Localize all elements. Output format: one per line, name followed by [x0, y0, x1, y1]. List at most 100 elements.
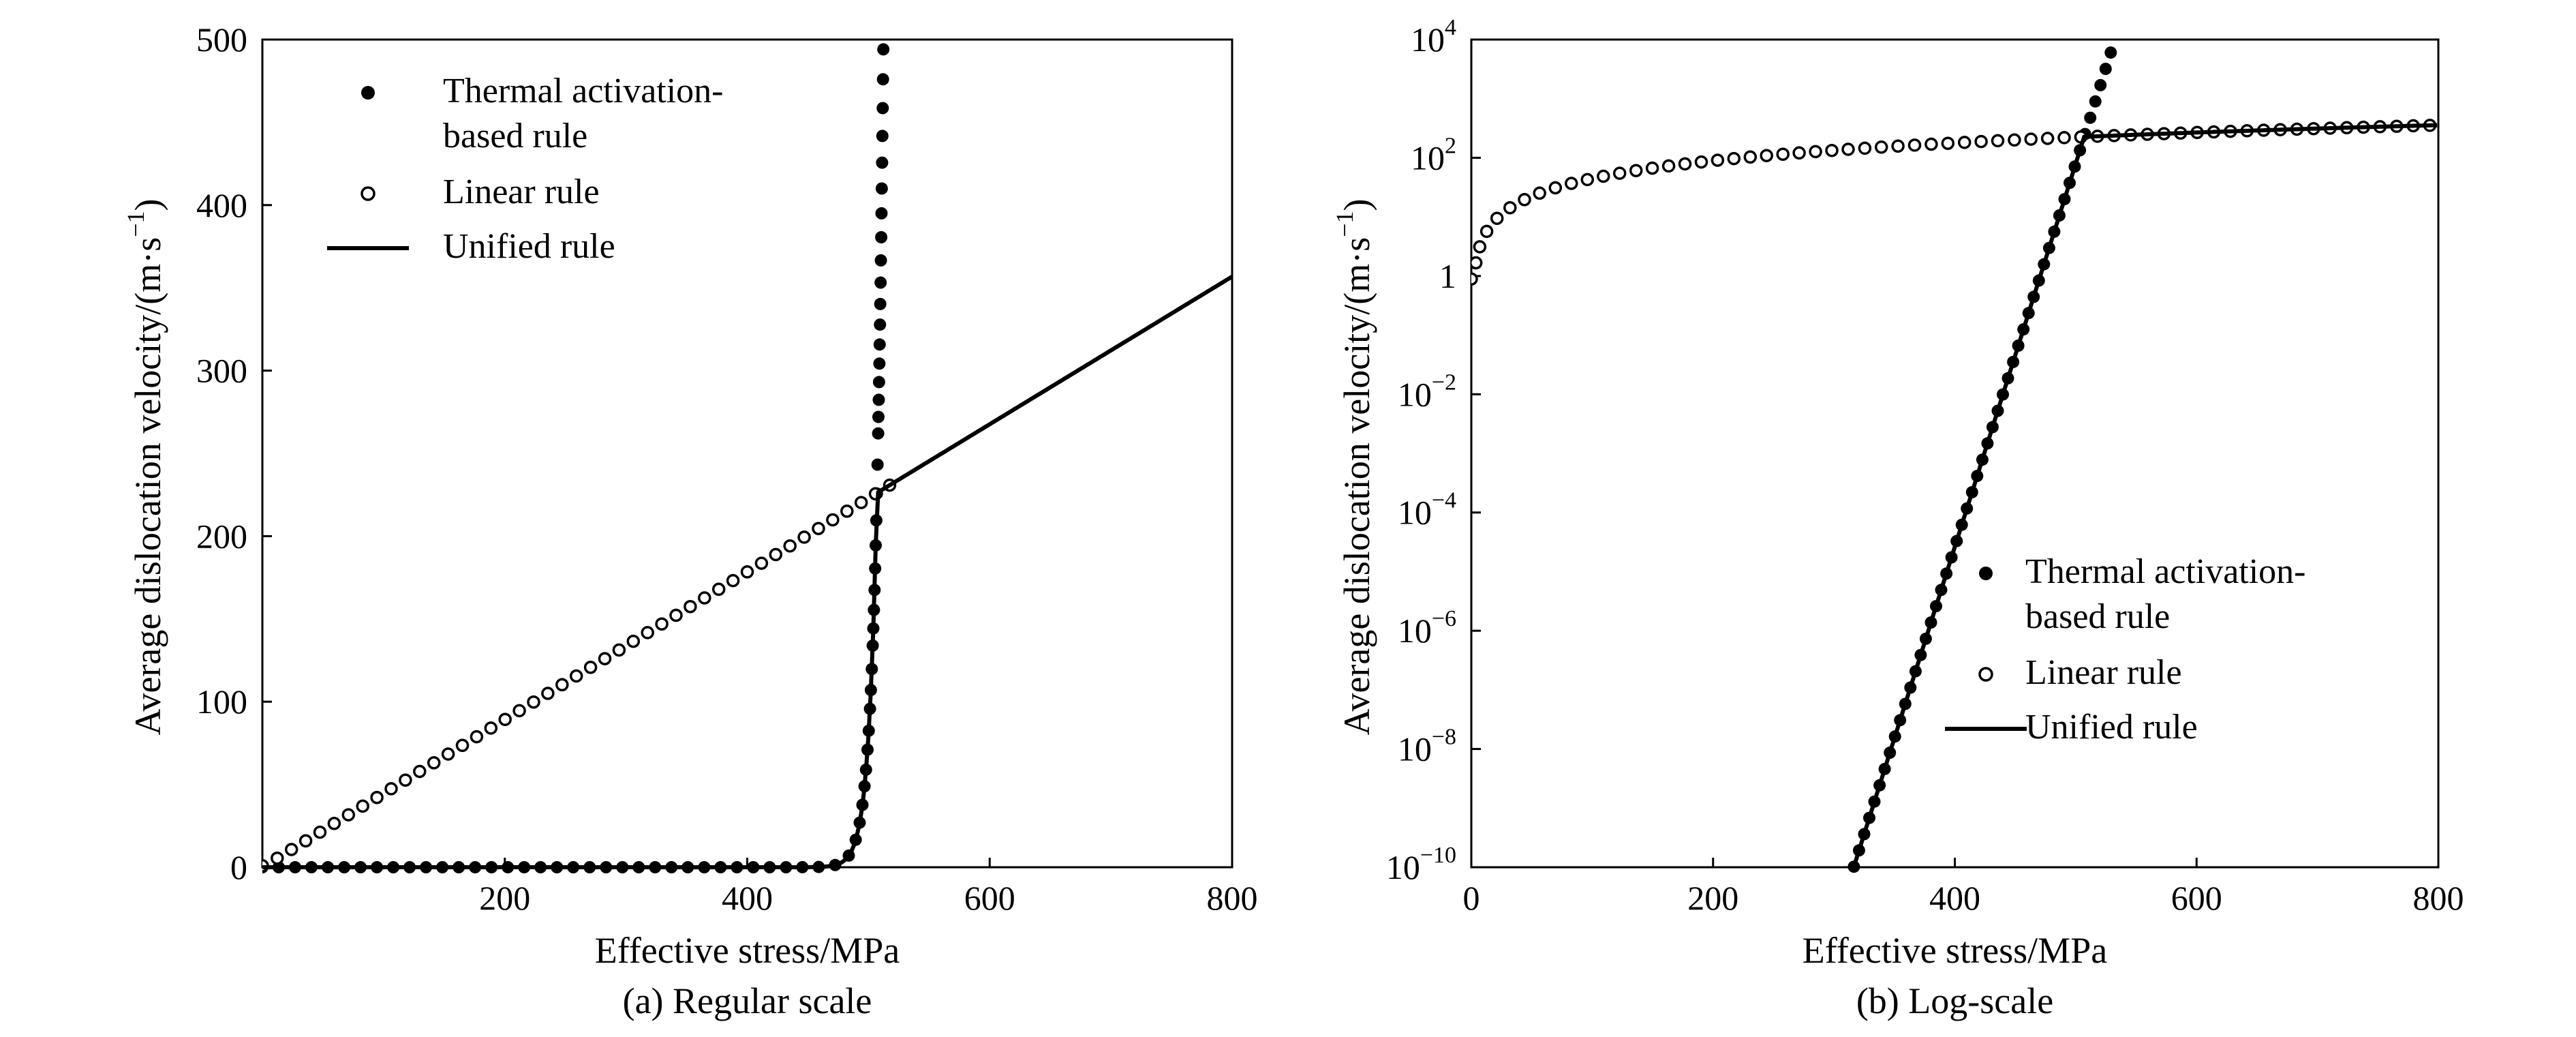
linear-rule-point — [1941, 136, 1955, 150]
linear-rule-point — [427, 756, 441, 770]
linear-rule-point — [512, 704, 526, 718]
linear-rule-point — [783, 539, 797, 553]
plot-area — [262, 43, 1233, 873]
linear-rule-point — [612, 643, 626, 657]
linear-rule-point — [2057, 131, 2071, 145]
linear-rule-point — [1565, 177, 1578, 190]
linear-rule-point — [327, 817, 341, 830]
linear-rule-point — [313, 825, 327, 839]
linear-rule-point — [1479, 224, 1494, 239]
linear-rule-point — [569, 669, 583, 683]
linear-rule-point — [527, 695, 540, 709]
legend-label: Unified rule — [443, 227, 615, 266]
linear-rule-point — [498, 712, 512, 726]
linear-rule-point — [1678, 157, 1692, 171]
linear-rule-point — [740, 565, 754, 579]
linear-rule-point — [1711, 153, 1725, 167]
legend-marker-linear — [361, 186, 375, 201]
thermal-rule-point — [873, 338, 886, 351]
thermal-rule-point — [876, 156, 889, 169]
linear-rule-point — [1503, 200, 1517, 215]
y-tick-label: 1 — [1439, 257, 1456, 295]
linear-rule-point — [698, 591, 711, 605]
linear-rule-point — [2024, 132, 2038, 146]
linear-rule-point — [356, 799, 369, 813]
thermal-rule-point — [874, 297, 887, 310]
thermal-rule-point — [876, 102, 889, 115]
linear-rule-point — [541, 687, 555, 700]
linear-rule-point — [470, 730, 484, 744]
linear-rule-point — [455, 738, 470, 753]
thermal-rule-point — [875, 182, 888, 195]
linear-rule-point — [1548, 181, 1563, 195]
x-tick-label: 200 — [1687, 879, 1738, 917]
thermal-rule-point — [876, 130, 889, 142]
series-linear — [262, 478, 897, 873]
chart-a: 200 400 600 800 0 100 200 300 400 500 Effective st… — [122, 20, 1258, 1021]
linear-rule-point — [754, 556, 769, 570]
y-tick-label: 400 — [196, 186, 247, 224]
thermal-rule-point — [872, 393, 885, 406]
y-tick-label: 104 — [1411, 15, 1456, 59]
unified-rule-line — [262, 275, 1233, 869]
legend-label: Linear rule — [443, 172, 600, 211]
linear-rule-point — [826, 513, 840, 527]
series-linear — [1471, 119, 2437, 286]
x-tick-label: 800 — [1207, 879, 1258, 917]
y-tick-label: 10−10 — [1386, 843, 1456, 886]
x-tick-label: 200 — [479, 879, 530, 917]
thermal-rule-point — [874, 276, 887, 289]
linear-rule-point — [655, 617, 669, 631]
linear-rule-point — [1518, 193, 1531, 207]
thermal-rule-point — [874, 254, 887, 267]
linear-rule-point — [1809, 145, 1822, 159]
linear-rule-point — [1727, 151, 1741, 166]
linear-rule-point — [583, 661, 598, 674]
x-tick-label: 400 — [1929, 879, 1980, 917]
linear-rule-point — [1612, 166, 1627, 180]
linear-rule-point — [840, 505, 854, 518]
x-tick-label: 400 — [722, 879, 773, 917]
linear-rule-point — [413, 764, 427, 779]
thermal-rule-point — [2094, 78, 2107, 91]
series-thermal — [262, 43, 890, 873]
x-axis-label: Effective stress/MPa — [595, 930, 900, 971]
x-tick-label: 600 — [2171, 879, 2222, 917]
linear-rule-point — [370, 790, 384, 805]
linear-rule-point — [598, 652, 612, 665]
series-unified — [1852, 123, 2438, 866]
thermal-rule-point — [872, 376, 885, 389]
legend-marker-thermal — [1979, 567, 1993, 580]
linear-rule-point — [484, 721, 498, 735]
linear-rule-point — [641, 626, 654, 640]
linear-rule-point — [271, 851, 284, 865]
linear-rule-point — [1874, 140, 1888, 154]
legend-marker-linear — [1978, 667, 1993, 682]
legend-label: Linear rule — [2025, 653, 2182, 692]
thermal-rule-point — [875, 231, 888, 243]
linear-rule-point — [1473, 240, 1487, 254]
legend-label: based rule — [2025, 597, 2170, 636]
plot-frame — [1470, 38, 2440, 869]
linear-rule-point — [341, 808, 356, 822]
thermal-rule-point — [872, 427, 885, 440]
chart-b: 0 200 400 600 800 10−10 10−8 10−6 10−4 10−2 1 102 10… — [1331, 15, 2464, 1021]
linear-rule-point — [1490, 211, 1504, 225]
linear-rule-point — [1925, 137, 1938, 151]
linear-rule-point — [1645, 161, 1659, 175]
linear-rule-point — [298, 834, 313, 848]
linear-rule-point — [1471, 256, 1483, 270]
linear-rule-point — [1597, 169, 1610, 183]
y-tick-label: 300 — [196, 352, 247, 390]
linear-rule-point — [384, 782, 398, 796]
y-tick-label: 100 — [196, 682, 247, 721]
linear-rule-point — [284, 843, 298, 856]
y-tick-label: 10−6 — [1398, 606, 1456, 650]
plot-frame — [261, 38, 1233, 869]
y-tick-label: 10−8 — [1398, 725, 1456, 768]
linear-rule-point — [1907, 138, 1922, 152]
thermal-rule-point — [2089, 95, 2102, 108]
linear-rule-point — [2008, 133, 2021, 147]
linear-rule-point — [1891, 139, 1905, 153]
